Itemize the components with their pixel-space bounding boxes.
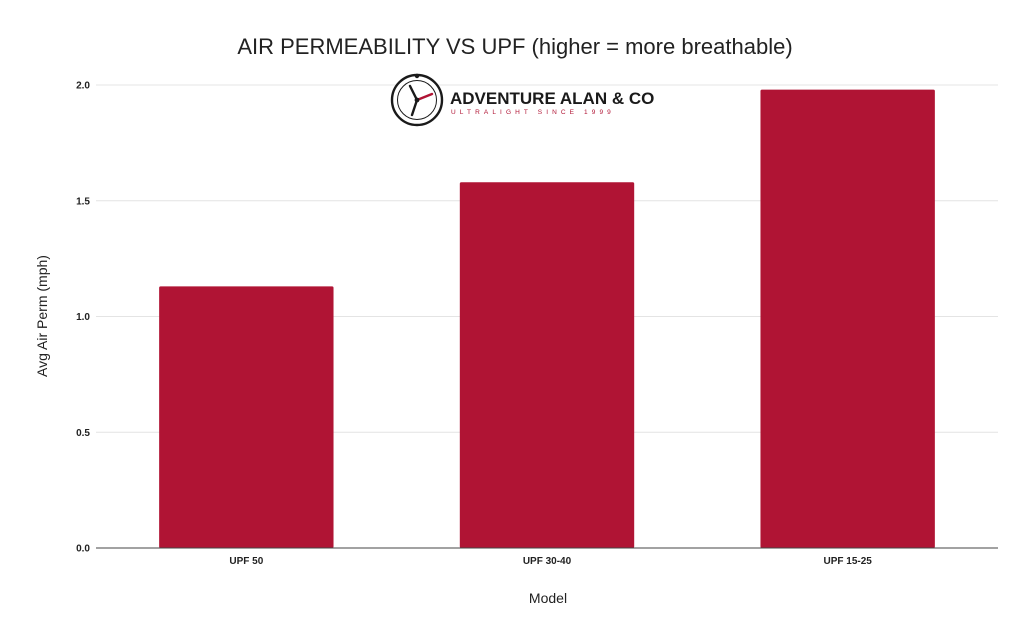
logo-name: ADVENTURE ALAN & CO <box>450 89 654 108</box>
chart-title: AIR PERMEABILITY VS UPF (higher = more b… <box>237 34 792 59</box>
y-tick-label: 0.5 <box>76 428 90 439</box>
x-tick-label: UPF 50 <box>229 556 263 567</box>
bar-upf-15-25 <box>760 89 935 548</box>
x-axis-title: Model <box>529 590 567 606</box>
compass-icon <box>390 73 444 127</box>
x-tick-label: UPF 30-40 <box>523 556 572 567</box>
y-axis-title: Avg Air Perm (mph) <box>34 255 50 377</box>
x-tick-label: UPF 15-25 <box>823 556 872 567</box>
y-axis-ticks: 0.0 0.5 1.0 1.5 2.0 <box>76 81 90 555</box>
bar-upf-50 <box>159 286 334 548</box>
y-tick-label: 1.0 <box>76 312 90 323</box>
y-tick-label: 2.0 <box>76 81 90 92</box>
logo-tagline: ULTRALIGHT SINCE 1999 <box>451 109 615 116</box>
bar-upf-30-40 <box>459 182 635 549</box>
y-tick-label: 0.0 <box>76 544 90 555</box>
brand-logo: ADVENTURE ALAN & CO ULTRALIGHT SINCE 199… <box>390 73 654 127</box>
y-tick-label: 1.5 <box>76 196 90 207</box>
x-axis-ticks: UPF 50 UPF 30-40 UPF 15-25 <box>229 556 872 567</box>
bars <box>159 89 935 549</box>
